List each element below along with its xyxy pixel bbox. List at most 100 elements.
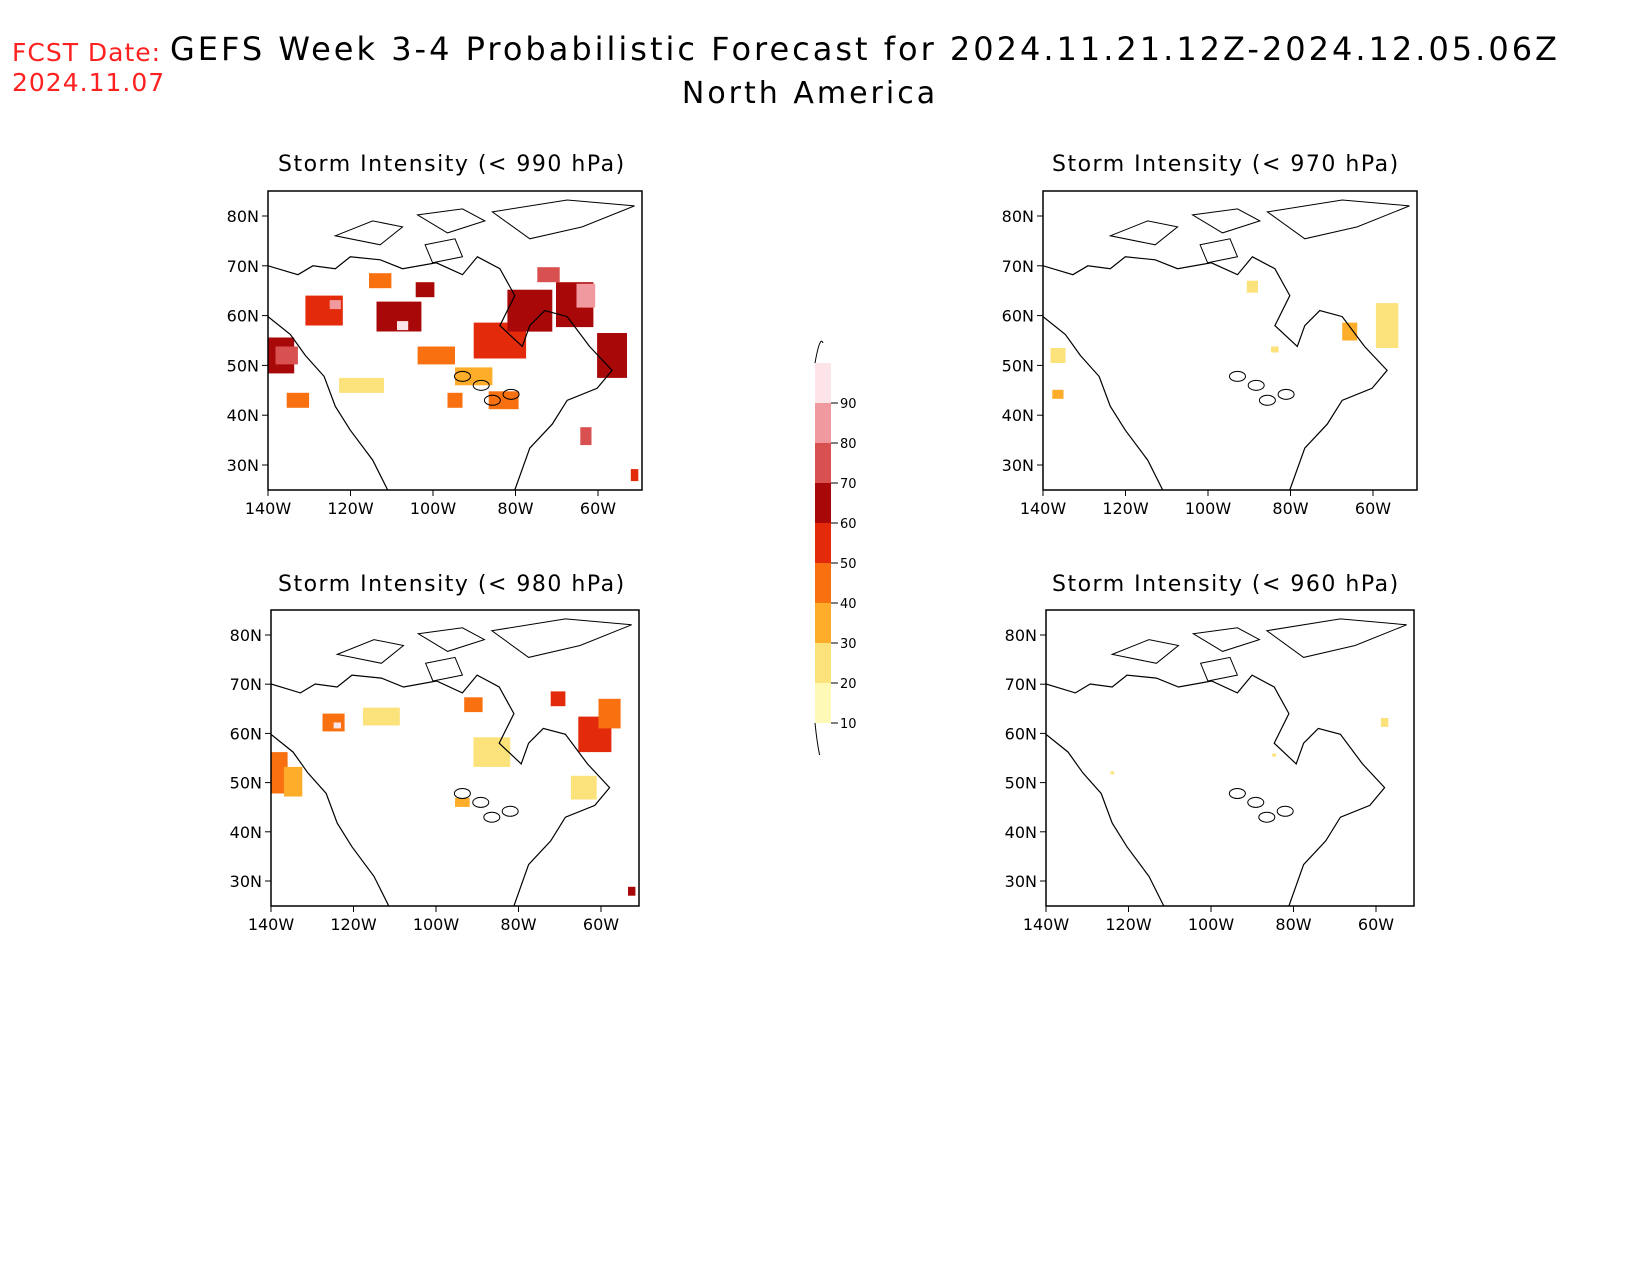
colorbar-swatch <box>815 683 831 723</box>
lat-tick-label: 50N <box>230 774 262 793</box>
lat-tick-label: 80N <box>230 626 262 645</box>
lon-tick-label: 140W <box>245 499 292 518</box>
lake-outline <box>1228 370 1246 382</box>
probability-cell <box>1110 771 1115 775</box>
region-subtitle: North America <box>681 76 939 111</box>
lake-outline <box>483 811 501 823</box>
probability-cell <box>464 697 483 713</box>
shading-layer <box>1046 618 1407 906</box>
coastline <box>1046 674 1386 906</box>
probability-cell <box>1246 280 1258 293</box>
coastline <box>1043 256 1388 490</box>
coastline-west <box>268 316 389 490</box>
probability-cell <box>333 722 341 729</box>
lat-tick-label: 30N <box>227 456 259 475</box>
lake-outline <box>1258 811 1276 823</box>
lat-tick-label: 50N <box>1002 356 1034 375</box>
lat-tick-label: 40N <box>227 406 259 425</box>
colorbar-label: 30 <box>840 637 857 652</box>
panel-title: Storm Intensity (< 980 hPa) <box>278 572 626 597</box>
island-outline <box>1191 208 1262 234</box>
colorbar-label: 70 <box>840 477 857 492</box>
lat-tick-label: 40N <box>1002 406 1034 425</box>
island-outline <box>424 656 464 682</box>
probability-cell <box>1052 389 1064 399</box>
island-outline <box>491 199 635 240</box>
lake-outline <box>1247 796 1265 808</box>
lake-outline <box>1258 394 1276 406</box>
lat-tick-label: 70N <box>1002 257 1034 276</box>
lat-tick-label: 40N <box>1005 823 1037 842</box>
lat-tick-label: 30N <box>1002 456 1034 475</box>
probability-cell <box>447 392 463 408</box>
probability-cell <box>271 752 288 794</box>
lake-outline <box>1276 805 1294 817</box>
shading-layer <box>271 618 636 906</box>
lon-tick-label: 60W <box>580 499 616 518</box>
page-title: GEFS Week 3-4 Probabilistic Forecast for… <box>170 30 1560 68</box>
island-outline <box>1265 618 1407 658</box>
lon-tick-label: 80W <box>1275 915 1311 934</box>
probability-cell <box>329 300 341 310</box>
lat-tick-label: 50N <box>227 356 259 375</box>
probability-cell <box>580 427 592 446</box>
colorbar-label: 60 <box>840 517 857 532</box>
probability-cell <box>275 346 298 365</box>
lon-tick-label: 100W <box>1185 499 1232 518</box>
probability-cell <box>369 273 392 289</box>
coastline <box>268 256 613 490</box>
coastline <box>271 674 611 906</box>
map-frame <box>270 609 640 907</box>
lon-tick-label: 120W <box>1102 499 1149 518</box>
lake-outline <box>483 394 501 406</box>
probability-cell <box>473 737 511 767</box>
lat-tick-label: 70N <box>1005 675 1037 694</box>
colorbar-swatch <box>815 483 831 523</box>
probability-cell <box>417 346 455 365</box>
lon-tick-label: 60W <box>583 915 619 934</box>
island-outline <box>1110 639 1180 664</box>
lat-tick-label: 40N <box>230 823 262 842</box>
lat-tick-label: 80N <box>227 207 259 226</box>
lake-outline <box>1277 388 1295 400</box>
colorbar-label: 90 <box>840 397 857 412</box>
probability-cell <box>339 377 384 393</box>
lat-tick-label: 50N <box>1005 774 1037 793</box>
lon-tick-label: 140W <box>1020 499 1067 518</box>
island-outline <box>416 627 486 652</box>
colorbar-swatch <box>815 643 831 683</box>
forecast-date-value: 2024.11.07 <box>12 68 166 97</box>
lon-tick-label: 100W <box>1188 915 1235 934</box>
lon-tick-label: 80W <box>497 499 533 518</box>
lon-tick-label: 120W <box>1105 915 1152 934</box>
probability-cell <box>455 798 470 807</box>
forecast-date-label: FCST Date: <box>12 38 162 67</box>
lon-tick-label: 120W <box>327 499 374 518</box>
island-outline <box>333 220 404 246</box>
probability-cell <box>1271 346 1279 353</box>
colorbar-swatch <box>815 523 831 563</box>
probability-cell <box>598 698 621 729</box>
lat-tick-label: 30N <box>230 872 262 891</box>
island-outline <box>1191 627 1261 652</box>
probability-cell <box>628 886 636 896</box>
lake-outline <box>453 788 471 800</box>
probability-cell <box>1375 303 1399 348</box>
probability-cell <box>363 707 400 726</box>
colorbar-legend: 10 20 30 40 50 60 70 80 90 <box>814 340 857 755</box>
lat-tick-label: 60N <box>1005 724 1037 743</box>
probability-cell <box>415 282 435 298</box>
probability-cell <box>550 691 566 707</box>
probability-cell <box>570 775 597 800</box>
panel-title: Storm Intensity (< 970 hPa) <box>1052 152 1400 177</box>
colorbar-label: 10 <box>840 717 857 732</box>
probability-cell <box>283 766 303 797</box>
lon-tick-label: 80W <box>1272 499 1308 518</box>
colorbar-label: 80 <box>840 437 857 452</box>
lat-tick-label: 60N <box>230 724 262 743</box>
lon-tick-label: 120W <box>330 915 377 934</box>
lon-tick-label: 100W <box>410 499 457 518</box>
island-outline <box>424 238 464 264</box>
colorbar-label: 50 <box>840 557 857 572</box>
